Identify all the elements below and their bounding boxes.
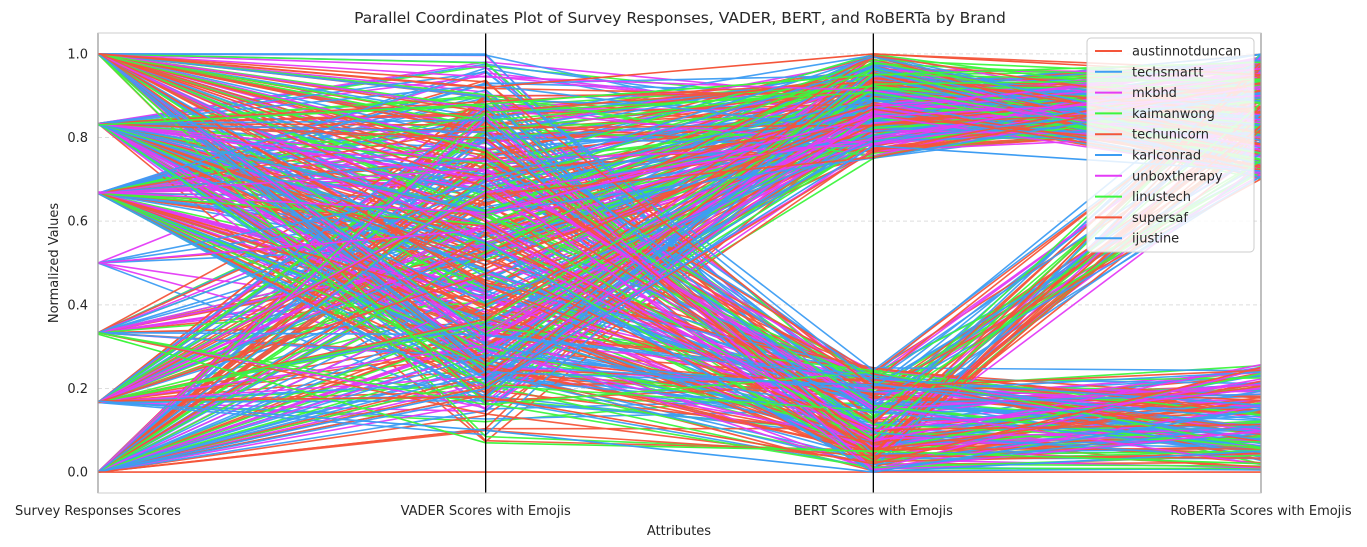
line-techunicorn (97, 108, 1262, 404)
chart-title: Parallel Coordinates Plot of Survey Resp… (354, 9, 1006, 27)
sample-line-austinnotduncan (97, 53, 1262, 89)
data-lines (97, 53, 1262, 473)
line-unboxtherapy (97, 103, 1262, 404)
line-mkbhd (97, 114, 1262, 404)
line-kaimanwong (97, 53, 1262, 437)
line-linustech (97, 73, 1262, 367)
legend-label: techsmartt (1132, 65, 1203, 80)
line-techunicorn (97, 53, 1262, 436)
y-tick-label: 0.4 (67, 298, 88, 313)
line-supersaf (97, 53, 1262, 170)
line-techsmartt (97, 119, 1262, 404)
line-austinnotduncan (97, 53, 1262, 451)
legend-box (1086, 37, 1255, 253)
line-unboxtherapy (97, 122, 1262, 471)
line-ijustine (97, 98, 1262, 334)
x-tick-label: BERT Scores with Emojis (794, 504, 953, 519)
legend-label: techunicorn (1132, 128, 1209, 143)
legend-label: unboxtherapy (1132, 169, 1223, 184)
line-techsmartt (97, 53, 1262, 382)
legend: austinnotduncan techsmartt mkbhd kaimanwong… (1086, 37, 1255, 253)
x-tick-label: Survey Responses Scores (15, 504, 181, 519)
line-techunicorn (97, 122, 1262, 451)
line-supersaf (97, 53, 1262, 389)
line-techunicorn (97, 107, 1262, 306)
line-supersaf (97, 201, 1262, 473)
y-tick-label: 0.2 (67, 382, 88, 397)
y-tick-label: 0.8 (67, 131, 88, 146)
line-mkbhd (97, 168, 1262, 466)
sample-line-techunicorn (97, 366, 1262, 465)
plot-frame (97, 32, 1262, 494)
legend-label: supersaf (1132, 211, 1188, 226)
sample-line-unboxtherapy (97, 228, 1262, 432)
line-karlconrad (97, 282, 1262, 473)
line-ijustine (97, 70, 1262, 441)
line-supersaf (97, 53, 1262, 423)
sample-line-techsmartt (97, 124, 1262, 473)
sample-line-ijustine (97, 400, 1262, 473)
line-karlconrad (97, 113, 1262, 383)
line-unboxtherapy (97, 53, 1262, 341)
line-linustech (97, 78, 1262, 404)
y-axis-label: Normalized Values (47, 203, 62, 324)
sample-line-karlconrad (97, 145, 1262, 473)
x-tick-label: RoBERTa Scores with Emojis (1170, 504, 1352, 519)
legend-label: ijustine (1132, 232, 1179, 247)
sample-line-mkbhd (97, 94, 1262, 214)
line-karlconrad (97, 84, 1262, 133)
line-austinnotduncan (97, 127, 1262, 473)
line-kaimanwong (97, 122, 1262, 457)
line-techunicorn (97, 80, 1262, 335)
x-axis-label: Attributes (647, 524, 711, 539)
line-supersaf (97, 106, 1262, 473)
legend-label: karlconrad (1132, 149, 1201, 164)
line-ijustine (97, 371, 1262, 473)
line-techunicorn (97, 54, 1262, 404)
line-karlconrad (97, 353, 1262, 473)
y-tick-label: 0.0 (67, 466, 88, 481)
line-austinnotduncan (97, 82, 1262, 404)
x-tick-labels: Survey Responses Scores VADER Scores with… (15, 504, 1352, 519)
legend-label: linustech (1132, 190, 1191, 205)
line-supersaf (97, 77, 1262, 473)
line-techsmartt (97, 158, 1262, 405)
line-supersaf (97, 106, 1262, 464)
y-tick-label: 1.0 (67, 47, 88, 62)
legend-label: austinnotduncan (1132, 45, 1241, 60)
line-unboxtherapy (97, 73, 1262, 409)
x-tick-label: VADER Scores with Emojis (401, 504, 571, 519)
line-unboxtherapy (97, 53, 1262, 148)
line-techunicorn (97, 84, 1262, 473)
legend-label: kaimanwong (1132, 107, 1215, 122)
line-kaimanwong (97, 326, 1262, 417)
y-tick-labels: 0.0 0.2 0.4 0.6 0.8 1.0 (67, 47, 88, 480)
y-tick-label: 0.6 (67, 215, 88, 230)
legend-label: mkbhd (1132, 86, 1177, 101)
line-mkbhd (97, 53, 1262, 443)
line-kaimanwong (97, 84, 1262, 420)
line-linustech (97, 122, 1262, 412)
line-karlconrad (97, 122, 1262, 471)
line-karlconrad (97, 122, 1262, 454)
line-techsmartt (97, 66, 1262, 264)
line-linustech (97, 53, 1262, 453)
line-ijustine (97, 91, 1262, 214)
sample-line-kaimanwong (97, 333, 1262, 465)
sample-line-linustech (97, 61, 1262, 126)
line-techsmartt (97, 55, 1262, 473)
